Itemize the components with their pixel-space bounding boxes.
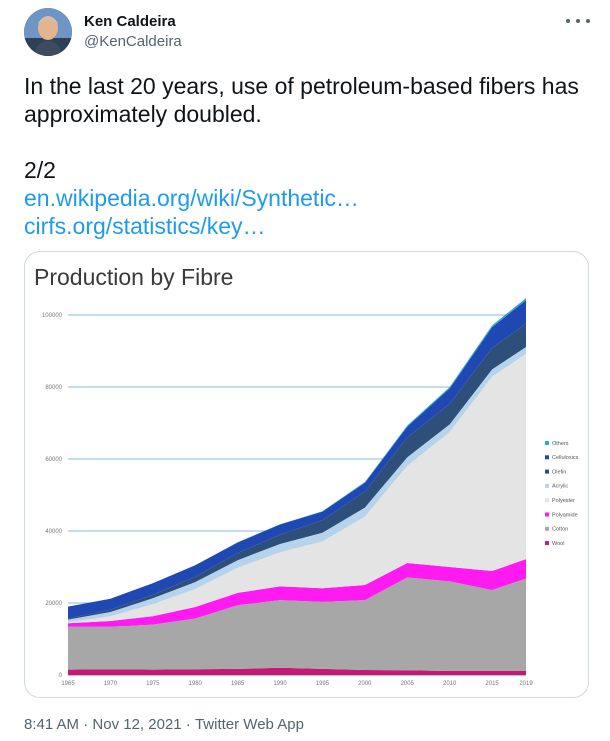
legend-swatch [545, 469, 549, 474]
legend-label: Cellulosics [552, 455, 579, 461]
author-names: Ken Caldeira @KenCaldeira [84, 12, 182, 52]
x-tick-label: 2015 [485, 681, 499, 687]
y-tick-label: 20000 [45, 601, 62, 607]
y-tick-label: 40000 [45, 529, 62, 535]
tweet-media-chart[interactable]: Production by Fibre 0 20000 40000 60000 8000… [24, 251, 589, 698]
x-tick-label: 1985 [231, 681, 245, 687]
more-dot-icon [586, 19, 590, 23]
more-options-icon[interactable] [566, 14, 590, 28]
legend-swatch [545, 512, 549, 517]
x-tick-label: 2019 [519, 681, 533, 687]
legend-label: Polyamide [552, 512, 578, 518]
tweet-text: In the last 20 years, use of petroleum-b… [24, 72, 594, 240]
y-tick-label: 100000 [42, 313, 63, 319]
area-polyamide [68, 559, 526, 627]
x-tick-label: 1970 [104, 681, 118, 687]
production-chart: 0 20000 40000 60000 80000 100000 1965 1970 1975 1… [42, 298, 579, 687]
x-tick-label: 1965 [61, 681, 75, 687]
more-dot-icon [576, 19, 580, 23]
link-cirfs[interactable]: cirfs.org/statistics/key… [24, 213, 266, 239]
x-tick-label: 1975 [146, 681, 160, 687]
tweet-meta: 8:41 AM · Nov 12, 2021 · Twitter Web App [24, 716, 304, 733]
x-tick-label: 2000 [358, 681, 372, 687]
x-tick-label: 1980 [189, 681, 203, 687]
meta-separator: · [83, 716, 89, 733]
meta-separator: · [185, 716, 191, 733]
x-tick-label: 1995 [316, 681, 330, 687]
y-tick-label: 80000 [45, 385, 62, 391]
legend-label: Olefin [552, 469, 566, 475]
tweet-date[interactable]: Nov 12, 2021 [92, 716, 182, 733]
y-tick-label: 60000 [45, 457, 62, 463]
tweet-header: Ken Caldeira @KenCaldeira [24, 8, 594, 56]
area-polyester [68, 353, 526, 624]
tweet-text-line: In the last 20 years, use of petroleum-b… [24, 73, 579, 99]
legend-swatch [545, 455, 549, 460]
tweet-time[interactable]: 8:41 AM [24, 716, 80, 733]
legend-label: Wool [552, 541, 564, 547]
x-tick-label: 1990 [273, 681, 287, 687]
tweet-counter: 2/2 [24, 157, 56, 183]
area-wool [68, 667, 526, 675]
legend-label: Acrylic [552, 484, 568, 490]
y-tick-label: 0 [59, 673, 63, 679]
legend-label: Others [552, 441, 569, 447]
x-tick-label: 2005 [401, 681, 415, 687]
avatar[interactable] [24, 8, 72, 56]
author-display-name[interactable]: Ken Caldeira [84, 13, 176, 30]
area-cotton [68, 577, 526, 671]
tweet-text-line: approximately doubled. [24, 101, 262, 127]
tweet-source[interactable]: Twitter Web App [194, 716, 304, 733]
link-wikipedia[interactable]: en.wikipedia.org/wiki/Synthetic… [24, 185, 359, 211]
legend-swatch [545, 483, 549, 488]
more-dot-icon [566, 19, 570, 23]
chart-title: Production by Fibre [34, 264, 234, 290]
legend-label: Cotton [552, 527, 568, 533]
x-tick-label: 2010 [443, 681, 457, 687]
author-handle[interactable]: @KenCaldeira [84, 33, 182, 50]
legend-swatch [545, 441, 549, 445]
legend-swatch [545, 498, 549, 503]
legend-swatch [545, 526, 549, 531]
legend-label: Polyester [552, 498, 575, 504]
legend-swatch [545, 541, 549, 546]
